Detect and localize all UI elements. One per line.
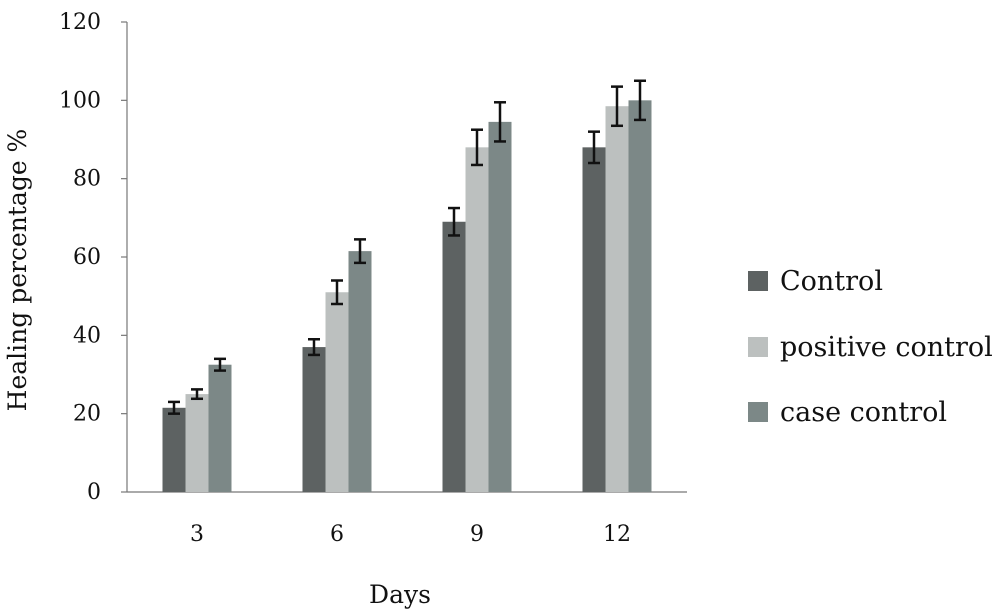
error-bar <box>191 388 203 401</box>
error-bar <box>308 338 320 357</box>
y-tick-label: 100 <box>59 88 101 113</box>
bar <box>162 407 186 492</box>
error-bar <box>214 357 226 372</box>
error-bar <box>611 85 623 128</box>
bar <box>348 251 372 492</box>
y-tick-label: 120 <box>59 10 101 35</box>
y-tick-label: 60 <box>73 245 101 270</box>
error-bar-group <box>168 79 646 415</box>
error-bar <box>634 79 646 122</box>
x-tick-label: 6 <box>330 522 344 547</box>
legend-swatch <box>748 337 768 357</box>
legend-item: Control <box>748 266 883 297</box>
bar-series-group <box>162 100 652 493</box>
legend-label: case control <box>780 397 947 428</box>
legend: Control positive control case control <box>748 266 993 428</box>
y-tick-label: 80 <box>73 167 101 192</box>
y-axis-title: Healing percentage % <box>3 129 32 412</box>
y-axis: 0 20 40 60 80 100 120 <box>59 10 128 505</box>
x-tick-label: 9 <box>470 522 484 547</box>
bar <box>582 147 606 493</box>
x-tick-label: 3 <box>190 522 204 547</box>
bar <box>325 292 349 492</box>
legend-item: case control <box>748 397 947 428</box>
x-axis-title: Days <box>369 580 431 609</box>
error-bar <box>448 206 460 237</box>
bar <box>302 347 326 492</box>
error-bar <box>494 101 506 143</box>
x-axis: 3 6 9 12 <box>127 491 687 547</box>
legend-label: Control <box>780 266 883 297</box>
legend-swatch <box>748 402 768 422</box>
error-bar <box>588 130 600 165</box>
x-tick-label: 12 <box>603 522 631 547</box>
bar <box>208 364 232 492</box>
error-bar <box>354 238 366 265</box>
error-bar <box>168 400 180 415</box>
error-bar <box>331 279 343 306</box>
bar <box>442 221 466 492</box>
legend-item: positive control <box>748 332 993 363</box>
error-bar <box>471 128 483 167</box>
y-tick-label: 0 <box>87 480 101 505</box>
bar <box>488 121 512 492</box>
bar <box>628 100 652 492</box>
bar <box>605 106 629 492</box>
bar <box>185 394 209 492</box>
legend-swatch <box>748 271 768 291</box>
bar <box>465 147 489 493</box>
y-tick-label: 20 <box>73 402 101 427</box>
y-tick-label: 40 <box>73 323 101 348</box>
legend-label: positive control <box>780 332 993 363</box>
